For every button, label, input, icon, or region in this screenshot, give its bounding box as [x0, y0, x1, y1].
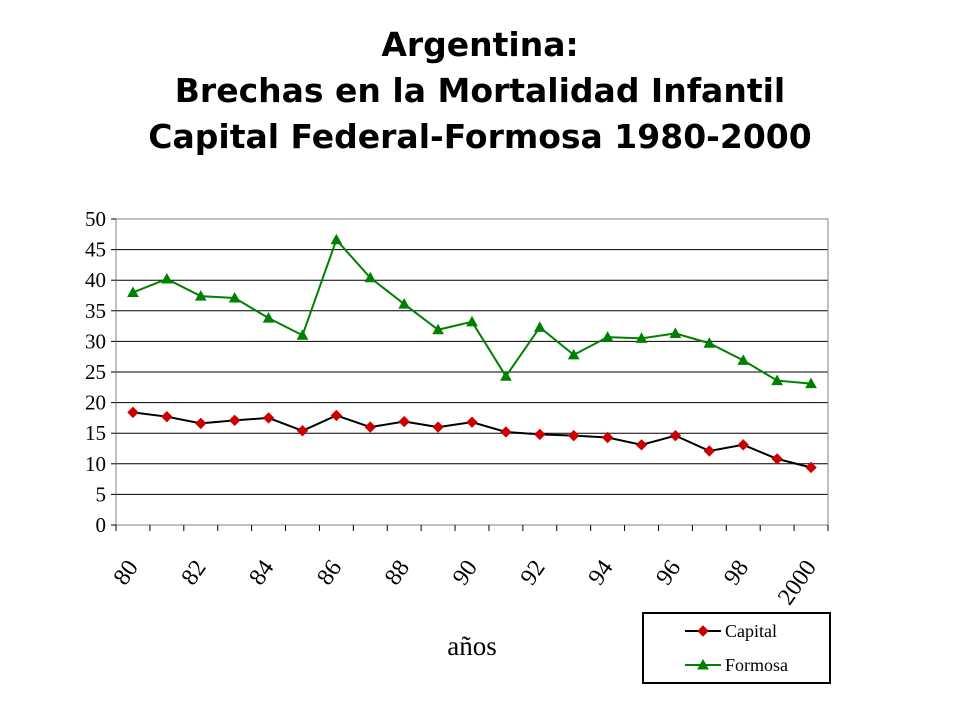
y-tick-label: 45 — [85, 238, 106, 262]
data-point-formosa — [805, 377, 817, 389]
data-point-capital — [466, 416, 478, 428]
data-point-capital — [161, 410, 173, 423]
data-point-capital — [805, 461, 817, 474]
data-point-capital — [771, 453, 783, 465]
y-tick-label: 25 — [85, 360, 106, 384]
data-point-capital — [432, 421, 444, 433]
x-tick-label: 88 — [380, 556, 415, 591]
series-group — [127, 233, 817, 474]
data-point-formosa — [228, 291, 241, 303]
data-point-capital — [127, 406, 139, 419]
data-point-formosa — [398, 298, 411, 309]
data-point-capital — [398, 415, 410, 428]
data-point-formosa — [364, 271, 377, 283]
gridlines — [116, 218, 828, 526]
data-point-capital — [669, 429, 682, 442]
chart-title: Argentina: Brechas en la Mortalidad Infa… — [0, 22, 960, 160]
x-axis-label: años — [447, 631, 497, 661]
data-point-formosa — [567, 348, 580, 360]
data-point-formosa — [669, 327, 682, 338]
x-tick-label: 94 — [583, 556, 618, 591]
y-tick-label: 10 — [85, 452, 106, 476]
data-point-capital — [737, 439, 749, 451]
legend-marker — [697, 658, 709, 670]
data-point-formosa — [533, 321, 546, 332]
data-point-capital — [364, 421, 376, 433]
data-point-formosa — [330, 233, 343, 245]
y-tick-label: 30 — [85, 329, 106, 353]
series-formosa — [127, 233, 817, 389]
legend-item-formosa: Formosa — [685, 655, 788, 675]
data-point-formosa — [500, 370, 512, 381]
data-point-capital — [296, 425, 309, 437]
data-point-capital — [195, 417, 207, 430]
x-axis-ticks: 80 82 84 86 88 90 92 94 96 98 2000 — [109, 525, 829, 610]
x-tick-label: 82 — [177, 556, 212, 591]
data-point-formosa — [194, 290, 207, 301]
series-line-formosa — [132, 237, 812, 385]
data-point-formosa — [466, 315, 478, 327]
series-capital — [127, 406, 817, 474]
data-point-formosa — [703, 337, 716, 348]
data-point-capital — [500, 426, 512, 438]
x-tick-label: 86 — [312, 556, 347, 591]
x-tick-label: 98 — [719, 556, 754, 591]
data-point-capital — [635, 439, 648, 451]
legend-item-capital: Capital — [685, 621, 777, 641]
chart-title-line-3: Capital Federal-Formosa 1980-2000 — [148, 117, 812, 156]
legend-label: Formosa — [725, 655, 788, 675]
y-tick-label: 0 — [96, 513, 107, 537]
legend-marker — [697, 625, 709, 637]
y-tick-label: 15 — [85, 421, 106, 445]
x-tick-label: 90 — [448, 556, 483, 591]
legend-label: Capital — [725, 621, 777, 641]
y-axis-ticks: 0 5 10 15 20 25 30 35 40 45 50 — [85, 207, 116, 537]
y-tick-label: 20 — [85, 391, 106, 415]
data-point-formosa — [296, 329, 309, 340]
data-point-formosa — [737, 354, 750, 365]
legend-box — [642, 612, 831, 684]
chart-title-line-1: Argentina: — [381, 25, 579, 64]
data-point-formosa — [601, 331, 614, 342]
y-tick-label: 5 — [96, 482, 107, 506]
data-point-capital — [330, 409, 343, 422]
chart-title-line-2: Brechas en la Mortalidad Infantil — [174, 71, 786, 110]
data-point-formosa — [635, 332, 648, 343]
x-tick-label: 84 — [244, 556, 279, 591]
data-point-formosa — [771, 374, 783, 386]
x-tick-label: 92 — [516, 556, 551, 591]
data-point-formosa — [161, 272, 173, 284]
x-tick-label: 80 — [109, 556, 144, 591]
x-tick-label: 96 — [651, 556, 686, 591]
data-point-capital — [568, 429, 580, 442]
data-point-capital — [262, 412, 275, 424]
data-point-formosa — [432, 323, 444, 335]
y-tick-label: 50 — [85, 207, 106, 231]
data-point-capital — [601, 431, 614, 444]
data-point-capital — [703, 445, 716, 457]
x-tick-label: 2000 — [773, 556, 822, 610]
y-tick-label: 35 — [85, 299, 106, 323]
data-point-formosa — [262, 312, 275, 323]
data-point-formosa — [127, 286, 139, 297]
y-tick-label: 40 — [85, 268, 106, 292]
data-point-capital — [534, 428, 546, 441]
data-point-capital — [228, 414, 241, 427]
legend: Capital Formosa — [642, 612, 831, 684]
